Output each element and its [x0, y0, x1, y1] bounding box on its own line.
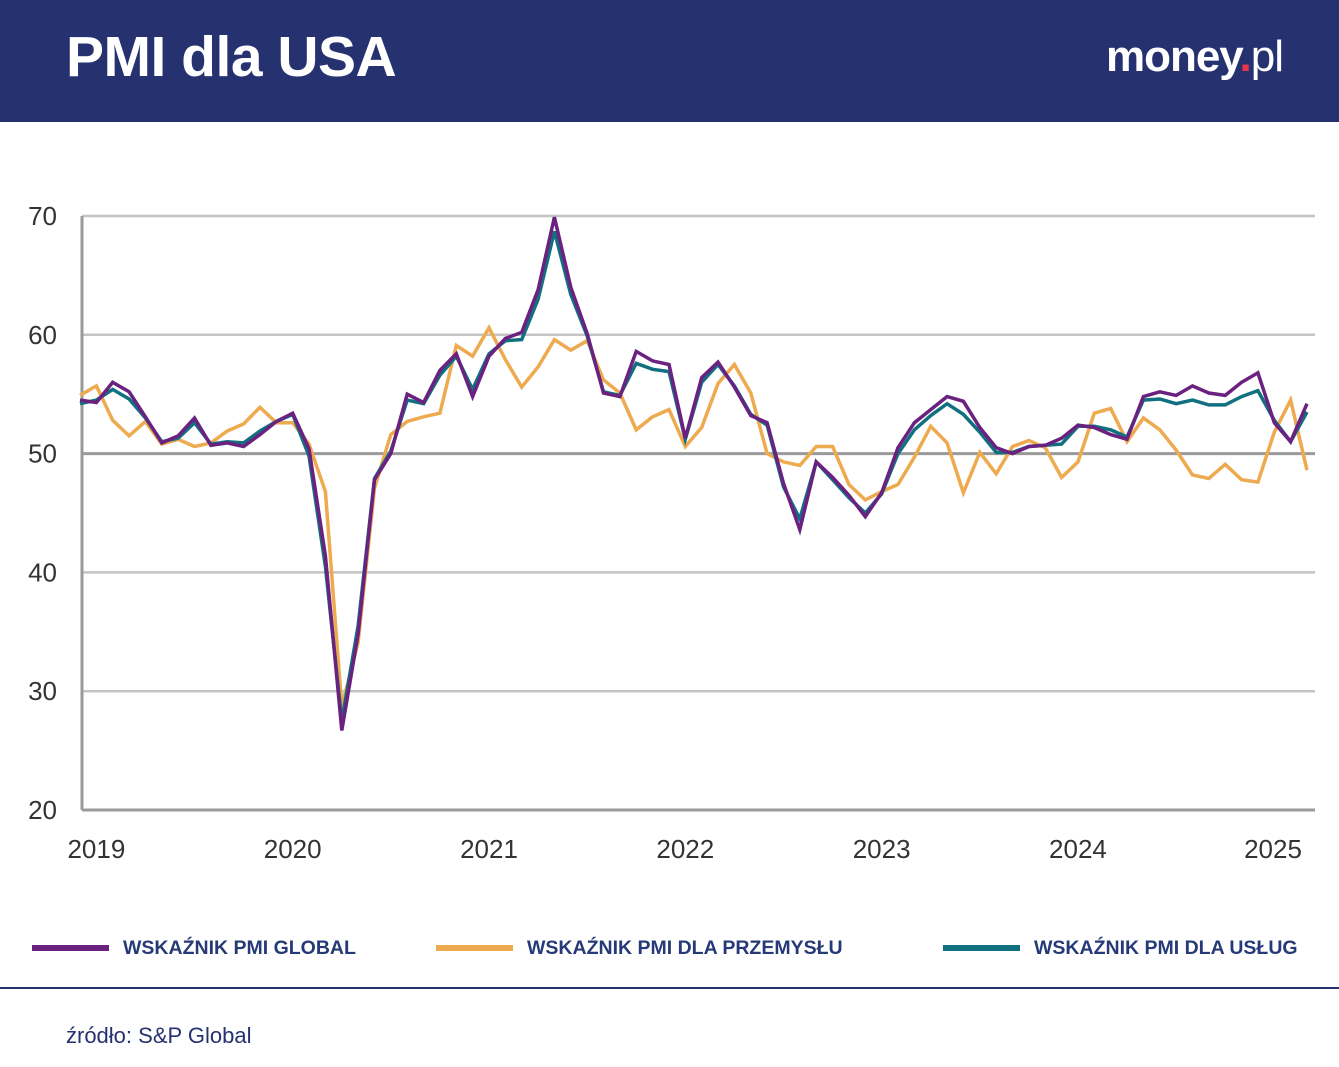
legend-item-manufacturing: WSKAŹNIK PMI DLA PRZEMYSŁU: [436, 936, 843, 960]
legend-label-manufacturing: WSKAŹNIK PMI DLA PRZEMYSŁU: [527, 936, 843, 959]
footer-divider: [0, 987, 1339, 989]
x-tick-label: 2020: [264, 834, 322, 864]
legend-label-global: WSKAŹNIK PMI GLOBAL: [123, 936, 356, 959]
series-lines: [79, 216, 1309, 731]
legend-swatch-global: [32, 945, 109, 951]
page-title: PMI dla USA: [66, 25, 397, 89]
legend-item-global: WSKAŹNIK PMI GLOBAL: [32, 936, 356, 960]
legend-swatch-services: [943, 945, 1020, 951]
header: PMI dla USA money.pl: [0, 0, 1339, 122]
y-axis-ticks: 70 60 50 40 30 20: [28, 201, 57, 825]
x-tick-label: 2024: [1049, 834, 1107, 864]
x-tick-label: 2023: [853, 834, 911, 864]
legend-label-services: WSKAŹNIK PMI DLA USŁUG: [1034, 936, 1298, 959]
money-pl-logo: money.pl: [1105, 32, 1284, 81]
x-tick-label: 2021: [460, 834, 518, 864]
y-tick-label: 70: [28, 201, 57, 231]
y-tick-label: 60: [28, 320, 57, 350]
y-tick-label: 40: [28, 557, 57, 587]
source-note: źródło: S&P Global: [66, 1023, 252, 1048]
series-line-global: [79, 216, 1309, 731]
y-tick-label: 50: [28, 439, 57, 469]
y-tick-label: 30: [28, 676, 57, 706]
x-axis-ticks: 2019 2020 2021 2022 2023 2024 2025: [67, 834, 1301, 864]
x-tick-label: 2019: [67, 834, 125, 864]
gridlines: [80, 214, 1315, 812]
legend-item-services: WSKAŹNIK PMI DLA USŁUG: [943, 936, 1298, 960]
series-line-manufacturing: [79, 324, 1309, 708]
y-tick-label: 20: [28, 795, 57, 825]
pmi-line-chart: 70 60 50 40 30 20 2019 2020 2021 2022 2023 2024 202…: [28, 201, 1315, 864]
x-tick-label: 2022: [656, 834, 714, 864]
legend-swatch-manufacturing: [436, 945, 513, 951]
x-tick-label: 2025: [1244, 834, 1302, 864]
series-line-services: [79, 230, 1309, 722]
